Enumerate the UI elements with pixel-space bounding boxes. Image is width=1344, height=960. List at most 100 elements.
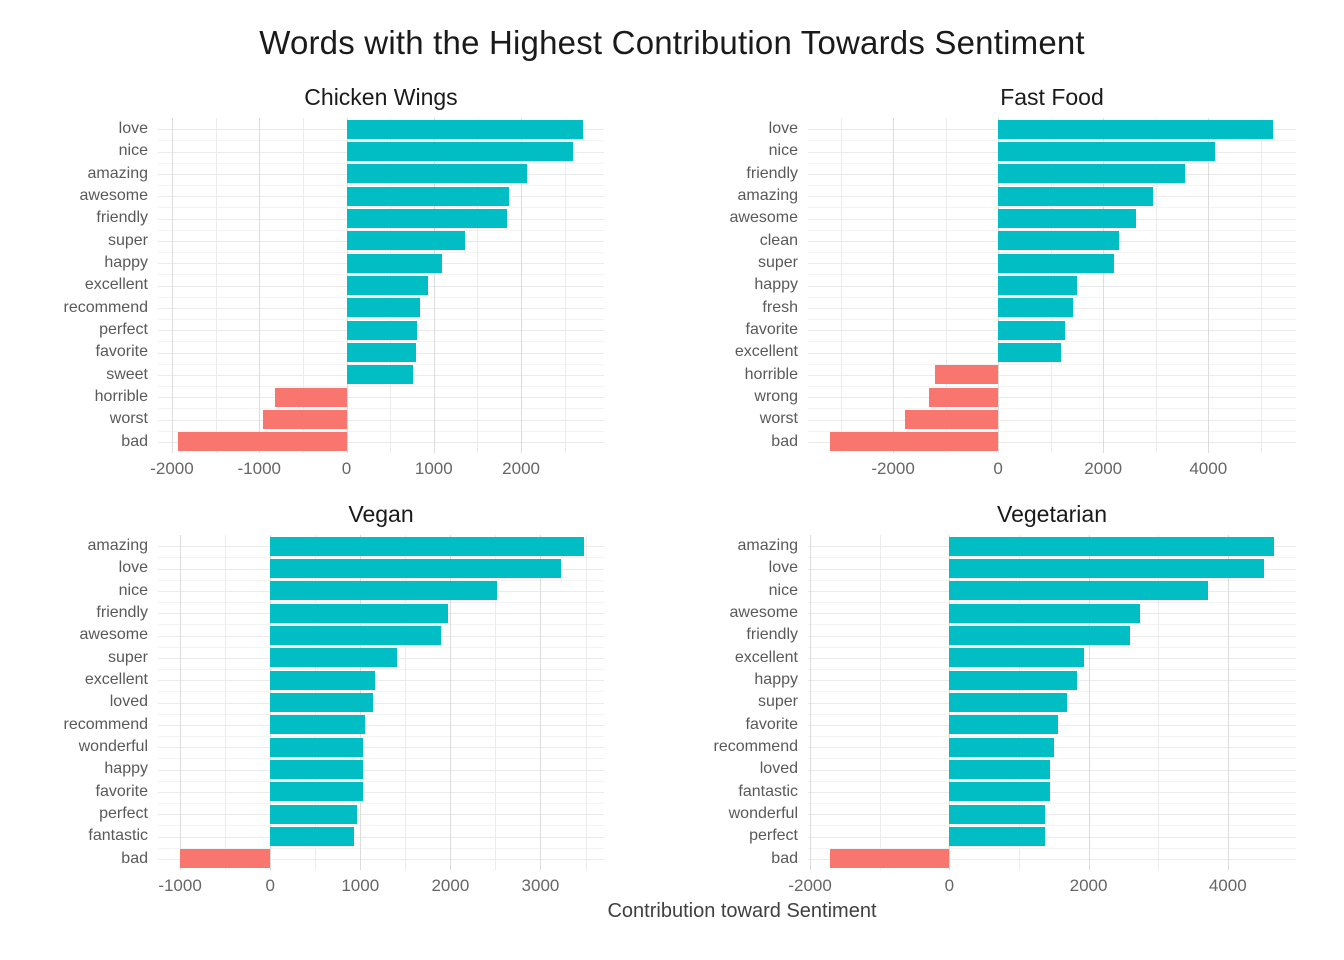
y-tick-label-awesome: awesome: [79, 186, 148, 204]
gridline-horizontal-major: [158, 680, 604, 682]
bar-loved: [949, 759, 1051, 780]
bar-happy: [949, 670, 1078, 690]
x-tick-label: 4000: [1208, 876, 1247, 895]
gridline-major: [893, 118, 895, 453]
y-axis-labels: love nice amazing awesome friendly super happy…: [38, 118, 158, 481]
y-tick-label-wonderful: wonderful: [78, 737, 148, 755]
bar-excellent: [949, 648, 1084, 668]
bar-love: [270, 558, 562, 579]
gridline-horizontal-major: [158, 814, 604, 816]
gridline-horizontal-minor: [158, 803, 604, 804]
gridline-horizontal-major: [158, 441, 604, 443]
gridline-major: [1103, 118, 1105, 453]
gridline-horizontal-minor: [808, 780, 1296, 782]
gridline-horizontal-major: [808, 419, 1296, 421]
y-tick-label-nice: nice: [768, 581, 798, 599]
gridline-major: [450, 535, 452, 870]
bar-worst: [262, 409, 347, 430]
gridline-horizontal-minor: [808, 296, 1296, 298]
y-tick-label-horrible: horrible: [744, 365, 798, 383]
plot-wrap-fast-food: love nice friendly amazing awesome clean super…: [688, 118, 1296, 481]
gridline-horizontal-minor: [808, 140, 1296, 142]
y-tick-label-fresh: fresh: [762, 298, 798, 316]
bar-recommend: [270, 715, 365, 735]
gridline-horizontal-minor: [808, 713, 1296, 715]
x-tick-label: -1000: [158, 876, 202, 895]
bar-excellent: [270, 670, 375, 690]
gridline-horizontal-minor: [158, 557, 604, 559]
gridline-minor: [495, 535, 497, 870]
gridline-horizontal-minor: [808, 363, 1296, 365]
bar-happy: [270, 759, 363, 780]
gridline-minor: [302, 118, 304, 453]
y-tick-label-love: love: [768, 120, 798, 137]
facet-title-chicken-wings: Chicken Wings: [304, 84, 458, 110]
gridline-horizontal-minor: [158, 162, 604, 164]
bar-awesome: [998, 208, 1136, 229]
plot-column: -2000 0 2000 4000: [808, 118, 1296, 481]
y-tick-label-recommend: recommend: [713, 737, 798, 755]
gridline-horizontal-minor: [158, 691, 604, 693]
gridline-horizontal-minor: [808, 557, 1296, 559]
x-tick-label: 0: [993, 459, 1003, 478]
gridline-horizontal-minor: [808, 669, 1296, 670]
y-tick-label-perfect: perfect: [99, 804, 148, 822]
gridline-horizontal-minor: [808, 624, 1296, 626]
facet-vegetarian: Vegetarian amazing love nice awesome friendly…: [688, 493, 1296, 898]
gridline-horizontal-minor: [808, 319, 1296, 320]
bar-horrible: [935, 365, 999, 385]
gridline-horizontal-major: [808, 374, 1296, 376]
bar-friendly: [270, 603, 448, 623]
gridline-horizontal-major: [808, 836, 1296, 838]
bar-bad: [180, 849, 271, 869]
gridline-major: [1208, 118, 1210, 453]
x-tick-label: 0: [341, 459, 352, 478]
x-axis-vegetarian: -2000 0 2000 4000: [788, 870, 1296, 898]
y-axis-labels: love nice friendly amazing awesome clean super…: [688, 118, 808, 481]
gridline-horizontal-major: [158, 702, 604, 704]
plot-wrap-chicken-wings: love nice amazing awesome friendly super happy…: [38, 118, 604, 481]
y-tick-label-favorite: favorite: [95, 782, 148, 800]
bar-excellent: [346, 275, 428, 296]
gridline-major: [521, 118, 523, 453]
gridline-major: [433, 118, 435, 453]
bar-nice: [346, 141, 573, 162]
bar-love: [346, 119, 584, 139]
facet-title-vegan: Vegan: [348, 501, 414, 527]
y-tick-label-awesome: awesome: [729, 603, 798, 621]
bar-perfect: [949, 826, 1045, 847]
gridline-horizontal-minor: [808, 408, 1296, 410]
y-tick-label-friendly: friendly: [96, 209, 148, 227]
bar-loved: [270, 692, 373, 713]
gridline-major: [180, 535, 182, 870]
facet-grid: Chicken Wings love nice amazing awesome frien…: [0, 76, 1344, 898]
y-tick-label-super: super: [107, 231, 148, 249]
y-tick-label-sweet: sweet: [106, 365, 148, 383]
bar-happy: [998, 275, 1077, 296]
y-tick-label-horrible: horrible: [94, 387, 148, 405]
gridline-horizontal-major: [158, 858, 604, 860]
y-tick-label-favorite: favorite: [95, 343, 148, 361]
y-tick-label-bad: bad: [771, 432, 798, 450]
gridline-horizontal-minor: [808, 185, 1296, 186]
gridline-horizontal-minor: [808, 386, 1296, 387]
gridline-horizontal-minor: [808, 252, 1296, 253]
gridline-horizontal-minor: [808, 162, 1296, 164]
bar-favorite: [270, 782, 363, 802]
bar-fantastic: [949, 782, 1050, 802]
gridline-horizontal-minor: [808, 736, 1296, 737]
bar-amazing: [270, 536, 584, 556]
bar-love: [949, 558, 1264, 579]
bar-sweet: [346, 365, 413, 385]
y-tick-label-love: love: [768, 559, 798, 577]
y-tick-label-nice: nice: [768, 142, 798, 160]
y-tick-label-love: love: [118, 120, 148, 137]
gridline-horizontal-minor: [158, 252, 604, 253]
gridline-horizontal-minor: [808, 207, 1296, 209]
bar-super: [949, 692, 1067, 713]
facet-chicken-wings: Chicken Wings love nice amazing awesome frien…: [38, 76, 604, 481]
gridline-minor: [225, 535, 227, 870]
bar-favorite: [998, 320, 1065, 340]
y-tick-label-awesome: awesome: [79, 626, 148, 644]
